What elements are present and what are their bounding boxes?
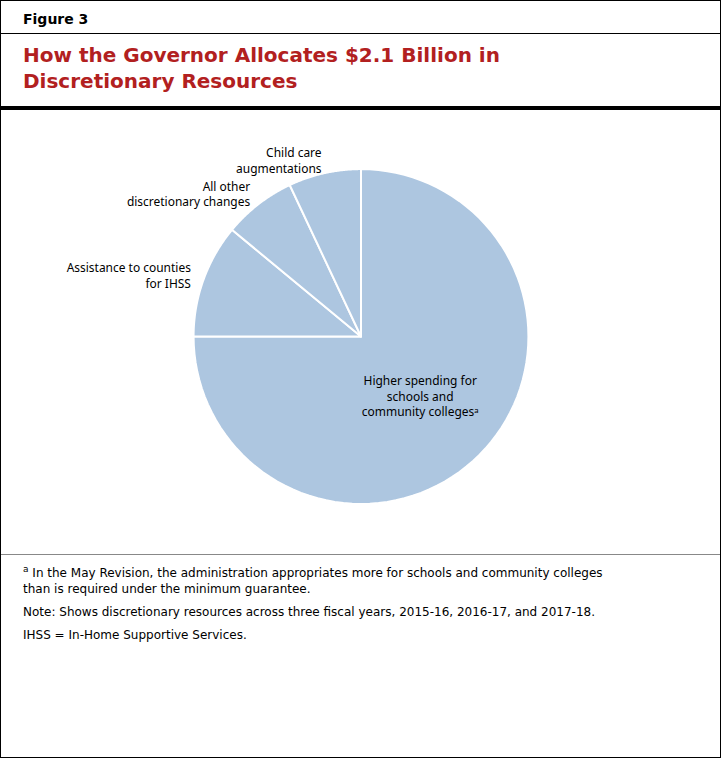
html-text:IHSS = In-Home Supportive Serv: IHSS = In-Home Supportive Services. (23, 628, 247, 643)
svg-text:Assistance to countiesfor IHSS: Assistance to countiesfor IHSS (67, 259, 191, 292)
html-text:How the Governor Allocates $2.: How the Governor Allocates $2.1 Billion … (23, 43, 500, 93)
html-text:Figure 3: Figure 3 (23, 11, 89, 27)
svg-text:Child careaugmentations: Child careaugmentations (236, 144, 322, 177)
html-text:Note: Shows discretionary reso: Note: Shows discretionary resources acro… (23, 605, 595, 620)
svg-text:Higher spending forschools and: Higher spending forschools andcommunity … (362, 372, 479, 420)
svg-text:All otherdiscretionary changes: All otherdiscretionary changes (127, 178, 251, 211)
html-text:a In the May Revision, the adm: a In the May Revision, the administratio… (23, 563, 603, 597)
